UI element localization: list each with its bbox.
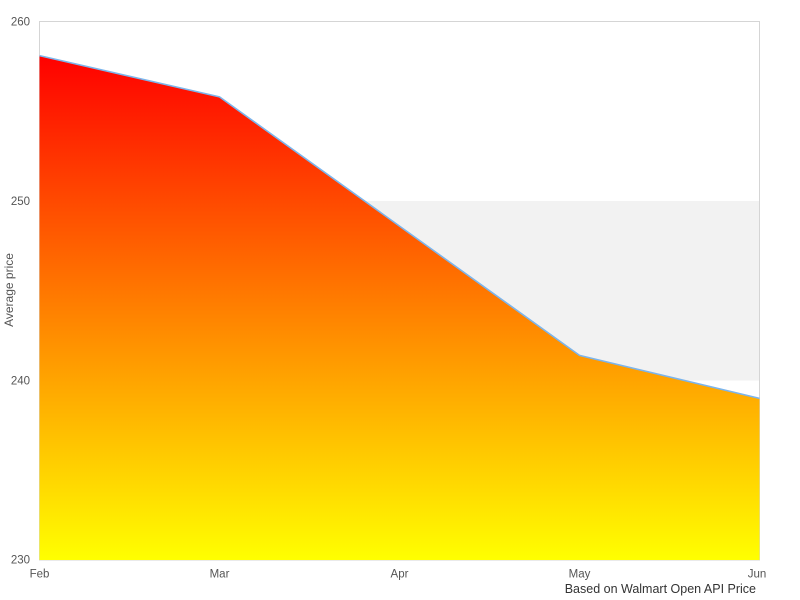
y-tick-label-250: 250	[11, 196, 30, 208]
x-tick-label-feb: Feb	[30, 569, 50, 581]
y-tick-label-230: 230	[11, 555, 30, 567]
x-tick-label-mar: Mar	[210, 569, 230, 581]
y-tick-label-260: 260	[11, 17, 30, 29]
area-series-fill	[39, 55, 760, 560]
x-tick-label-apr: Apr	[391, 569, 409, 581]
chart-caption: Based on Walmart Open API Price	[565, 582, 756, 596]
y-tick-label-240: 240	[11, 376, 30, 388]
x-tick-label-may: May	[569, 569, 591, 581]
series-line	[39, 54, 760, 400]
x-tick-label-jun: Jun	[748, 569, 767, 581]
y-axis-title: Average price	[2, 253, 16, 327]
